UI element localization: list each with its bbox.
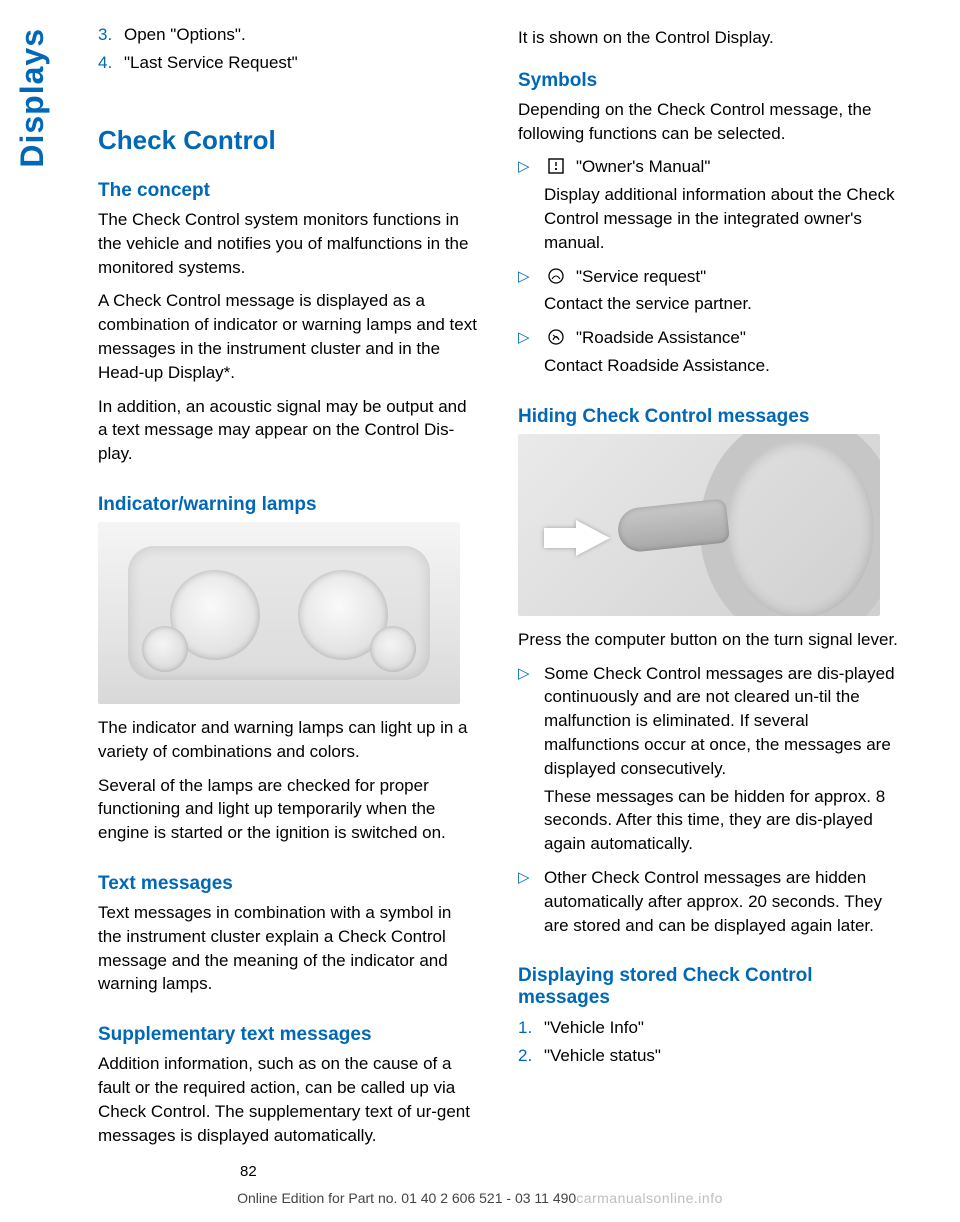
ol-text: "Vehicle Info" [544,1015,644,1041]
list-item: ▷ "Roadside Assistance" Contact Roadside… [518,326,898,378]
page-number: 82 [240,1163,257,1180]
symbol-title: "Roadside Assistance" [576,326,746,350]
symbol-desc: Display additional information about the… [544,183,898,254]
heading-text-messages: Text messages [98,873,478,895]
stored-ol: 1. "Vehicle Info" 2. "Vehicle status" [518,1015,898,1070]
ol-text: Open "Options". [124,22,246,48]
symbols-list: ▷ "Owner's Manual" Display additional in… [518,155,898,387]
bullet-icon: ▷ [518,265,544,317]
paragraph: Text messages in combination with a symb… [98,901,478,996]
paragraph: It is shown on the Control Display. [518,26,898,50]
list-item: ▷ "Owner's Manual" Display additional in… [518,155,898,254]
paragraph: A Check Control message is displayed as … [98,289,478,384]
heading-check-control: Check Control [98,125,478,156]
ol-number: 4. [98,50,124,76]
side-tab-displays: Displays [14,28,51,168]
list-item: 4. "Last Service Request" [98,50,478,76]
heading-the-concept: The concept [98,180,478,202]
list-item: 2. "Vehicle status" [518,1043,898,1069]
service-request-icon [544,265,568,285]
paragraph: Several of the lamps are checked for pro… [98,774,478,845]
symbol-title: "Service request" [576,265,706,289]
footer-text: Online Edition for Part no. 01 40 2 606 … [237,1190,576,1206]
symbol-desc: Contact the service partner. [544,292,898,316]
owners-manual-icon [544,155,568,175]
symbol-desc: Contact Roadside Assistance. [544,354,898,378]
ol-text: "Last Service Request" [124,50,298,76]
turn-signal-lever-image [518,434,880,616]
symbol-title: "Owner's Manual" [576,155,710,179]
list-item: ▷ "Service request" Contact the service … [518,265,898,317]
heading-stored: Displaying stored Check Control messages [518,965,898,1009]
list-item: ▷ Other Check Control messages are hidde… [518,866,898,937]
heading-symbols: Symbols [518,70,898,92]
paragraph: The indicator and warning lamps can ligh… [98,716,478,764]
ol-number: 2. [518,1043,544,1069]
bullet-icon: ▷ [518,662,544,856]
ol-text: "Vehicle status" [544,1043,661,1069]
hiding-list: ▷ Some Check Control messages are dis‐pl… [518,662,898,948]
paragraph: Addition information, such as on the cau… [98,1052,478,1147]
bullet-text: Some Check Control messages are dis‐play… [544,662,898,781]
left-column: 3. Open "Options". 4. "Last Service Requ… [98,22,478,1157]
bullet-text: These messages can be hidden for approx.… [544,785,898,856]
instrument-cluster-image [98,522,460,704]
right-column: It is shown on the Control Display. Symb… [518,22,898,1157]
bullet-icon: ▷ [518,155,544,254]
heading-indicator-lamps: Indicator/warning lamps [98,494,478,516]
paragraph: Press the computer button on the turn si… [518,628,898,652]
footer-line: Online Edition for Part no. 01 40 2 606 … [0,1190,960,1206]
ol-number: 3. [98,22,124,48]
roadside-assistance-icon [544,326,568,346]
bullet-icon: ▷ [518,866,544,937]
heading-supplementary: Supplementary text messages [98,1024,478,1046]
bullet-icon: ▷ [518,326,544,378]
page-content: 3. Open "Options". 4. "Last Service Requ… [98,22,898,1157]
watermark: carmanualsonline.info [576,1190,723,1206]
heading-hiding: Hiding Check Control messages [518,406,898,428]
list-item: 1. "Vehicle Info" [518,1015,898,1041]
paragraph: The Check Control system monitors functi… [98,208,478,279]
paragraph: In addition, an acoustic signal may be o… [98,395,478,466]
bullet-text: Other Check Control messages are hidden … [544,866,898,937]
list-item: ▷ Some Check Control messages are dis‐pl… [518,662,898,856]
resume-ol: 3. Open "Options". 4. "Last Service Requ… [98,22,478,77]
ol-number: 1. [518,1015,544,1041]
paragraph: Depending on the Check Control message, … [518,98,898,146]
list-item: 3. Open "Options". [98,22,478,48]
